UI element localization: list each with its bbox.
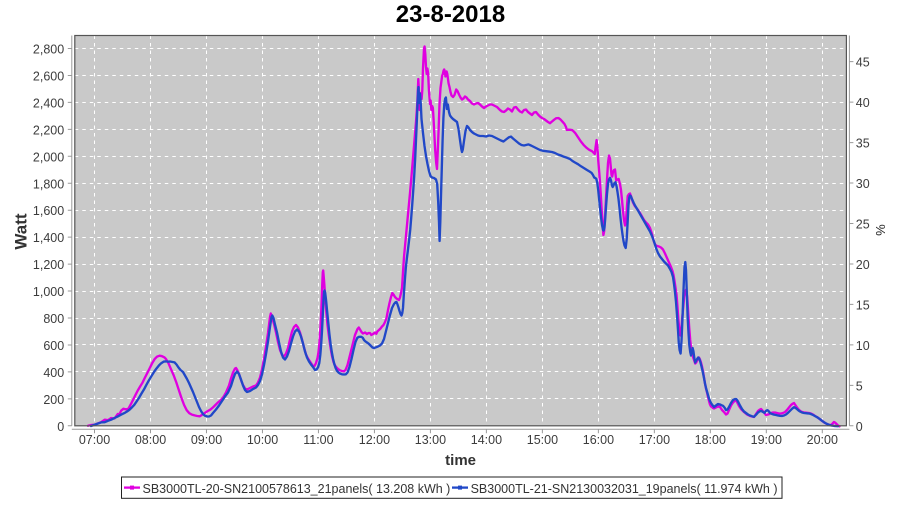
svg-text:0: 0 xyxy=(57,420,64,434)
svg-text:20:00: 20:00 xyxy=(807,433,838,447)
svg-text:12:00: 12:00 xyxy=(359,433,390,447)
svg-text:09:00: 09:00 xyxy=(191,433,222,447)
svg-text:18:00: 18:00 xyxy=(695,433,726,447)
svg-text:SB3000TL-20-SN2100578613_21pan: SB3000TL-20-SN2100578613_21panels( 13.20… xyxy=(143,482,451,496)
svg-text:0: 0 xyxy=(856,420,863,434)
svg-text:30: 30 xyxy=(856,177,870,191)
svg-text:07:00: 07:00 xyxy=(79,433,110,447)
svg-text:1,600: 1,600 xyxy=(33,204,64,218)
svg-text:2,200: 2,200 xyxy=(33,123,64,137)
svg-text:600: 600 xyxy=(43,339,64,353)
svg-text:1,400: 1,400 xyxy=(33,231,64,245)
svg-text:400: 400 xyxy=(43,366,64,380)
svg-text:2,600: 2,600 xyxy=(33,70,64,84)
svg-text:45: 45 xyxy=(856,56,870,70)
svg-text:16:00: 16:00 xyxy=(583,433,614,447)
svg-text:2,400: 2,400 xyxy=(33,96,64,110)
svg-text:200: 200 xyxy=(43,393,64,407)
svg-text:SB3000TL-21-SN2130032031_19pan: SB3000TL-21-SN2130032031_19panels( 11.97… xyxy=(471,482,778,496)
svg-text:20: 20 xyxy=(856,258,870,272)
svg-text:1,000: 1,000 xyxy=(33,285,64,299)
svg-text:40: 40 xyxy=(856,96,870,110)
svg-text:10:00: 10:00 xyxy=(247,433,278,447)
svg-text:25: 25 xyxy=(856,218,870,232)
svg-text:Watt: Watt xyxy=(12,213,31,250)
svg-text:11:00: 11:00 xyxy=(303,433,333,447)
svg-text:15: 15 xyxy=(856,298,870,312)
svg-text:19:00: 19:00 xyxy=(751,433,782,447)
svg-text:13:00: 13:00 xyxy=(415,433,446,447)
svg-text:15:00: 15:00 xyxy=(527,433,558,447)
svg-text:14:00: 14:00 xyxy=(471,433,502,447)
svg-text:17:00: 17:00 xyxy=(639,433,670,447)
svg-text:1,800: 1,800 xyxy=(33,177,64,191)
svg-text:800: 800 xyxy=(43,312,64,326)
svg-text:1,200: 1,200 xyxy=(33,258,64,272)
svg-text:%: % xyxy=(873,224,888,236)
svg-text:2,000: 2,000 xyxy=(33,150,64,164)
svg-text:time: time xyxy=(445,452,476,469)
svg-text:08:00: 08:00 xyxy=(135,433,166,447)
svg-text:10: 10 xyxy=(856,339,870,353)
svg-text:5: 5 xyxy=(856,379,863,393)
svg-text:23-8-2018: 23-8-2018 xyxy=(396,1,505,28)
svg-text:35: 35 xyxy=(856,137,870,151)
svg-text:2,800: 2,800 xyxy=(33,43,64,57)
